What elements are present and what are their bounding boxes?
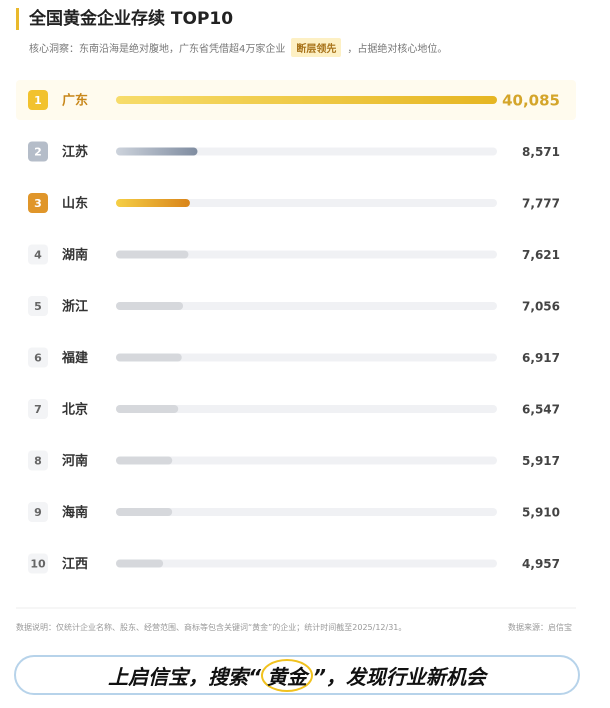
insight-text: ，占据绝对核心地位。 bbox=[347, 44, 448, 55]
value-label: 5,917 bbox=[522, 454, 560, 468]
rank-badge bbox=[28, 450, 48, 471]
category-label: 浙江 bbox=[62, 299, 88, 315]
bar-track bbox=[116, 302, 497, 310]
rank: 8 bbox=[34, 455, 42, 468]
value-label: 8,571 bbox=[522, 145, 560, 159]
bar-track bbox=[116, 456, 497, 465]
rank: 2 bbox=[34, 146, 42, 159]
banner: 上启信宝，搜索“ 黄金 ”，发现行业新机会 bbox=[14, 655, 580, 695]
category-label: 福建 bbox=[61, 350, 88, 366]
bar-track bbox=[116, 559, 497, 568]
rank-badge bbox=[28, 244, 48, 265]
footnote: 数据说明：仅统计企业名称、股东、经营范围、商标等包含关键词“黄金”的企业；统计时… bbox=[16, 623, 407, 632]
banner-keyword: 黄金 bbox=[261, 658, 313, 692]
bar bbox=[116, 405, 179, 413]
rank: 5 bbox=[34, 300, 42, 313]
banner-text: 上启信宝，搜索“ bbox=[108, 664, 261, 689]
chart: 1 广东 40,085 2 江苏 8,571 3 山东 7,777 4 湖南 7,621 5 浙江 7,05… bbox=[16, 80, 576, 609]
bar bbox=[116, 353, 182, 362]
category-label: 广东 bbox=[62, 93, 88, 109]
rank-badge bbox=[28, 553, 48, 574]
rank: 4 bbox=[34, 249, 42, 262]
rank-badge bbox=[28, 347, 48, 368]
value-label: 4,957 bbox=[522, 557, 560, 571]
category-label: 江苏 bbox=[62, 144, 88, 160]
rank: 10 bbox=[30, 558, 46, 571]
bar-track bbox=[116, 353, 497, 362]
category-label: 湖南 bbox=[62, 247, 88, 263]
category-label: 山东 bbox=[62, 196, 88, 212]
category-label: 江西 bbox=[62, 556, 88, 572]
insight-text: 核心洞察：东南沿海是绝对腹地，广东省凭借超4万家企业 bbox=[29, 44, 286, 55]
rank-badge bbox=[28, 296, 48, 316]
rank: 7 bbox=[34, 403, 42, 416]
rank-badge bbox=[28, 193, 48, 213]
banner-text: ”，发现行业新机会 bbox=[313, 664, 486, 689]
bar bbox=[116, 456, 173, 465]
bar-track bbox=[116, 405, 497, 413]
insight: 核心洞察：东南沿海是绝对腹地，广东省凭借超4万家企业 断层领先 ，占据绝对核心地… bbox=[29, 38, 447, 57]
bar bbox=[116, 508, 173, 516]
rank-badge bbox=[28, 399, 48, 419]
bar bbox=[116, 559, 164, 568]
bar-track bbox=[116, 199, 497, 207]
bar-track bbox=[116, 250, 497, 259]
bar bbox=[116, 199, 190, 207]
bar bbox=[116, 147, 198, 156]
title: 全国黄金企业存续 TOP10 bbox=[16, 8, 233, 30]
value-label: 7,621 bbox=[522, 248, 560, 262]
insight-highlight: 断层领先 bbox=[291, 38, 342, 57]
value-label: 7,777 bbox=[522, 197, 560, 211]
rank-badge bbox=[28, 141, 48, 162]
rank-badge bbox=[28, 502, 48, 522]
rank: 6 bbox=[34, 352, 42, 365]
value-label: 7,056 bbox=[522, 300, 560, 314]
bar bbox=[116, 302, 184, 310]
category-label: 河南 bbox=[62, 453, 88, 469]
rank: 9 bbox=[34, 506, 42, 519]
bar bbox=[116, 250, 189, 259]
category-label: 北京 bbox=[62, 402, 88, 418]
rank: 1 bbox=[34, 94, 42, 107]
bar-track bbox=[116, 147, 497, 156]
value-label: 6,547 bbox=[522, 403, 560, 417]
value-label: 6,917 bbox=[522, 351, 560, 365]
value-label: 5,910 bbox=[522, 506, 560, 520]
rank: 3 bbox=[34, 197, 42, 210]
bar-track bbox=[116, 508, 497, 516]
rank-badge bbox=[28, 90, 48, 110]
value-label: 40,085 bbox=[502, 92, 560, 110]
category-label: 海南 bbox=[62, 505, 88, 521]
source: 数据来源：启信宝 bbox=[508, 623, 572, 632]
bar bbox=[116, 96, 497, 104]
